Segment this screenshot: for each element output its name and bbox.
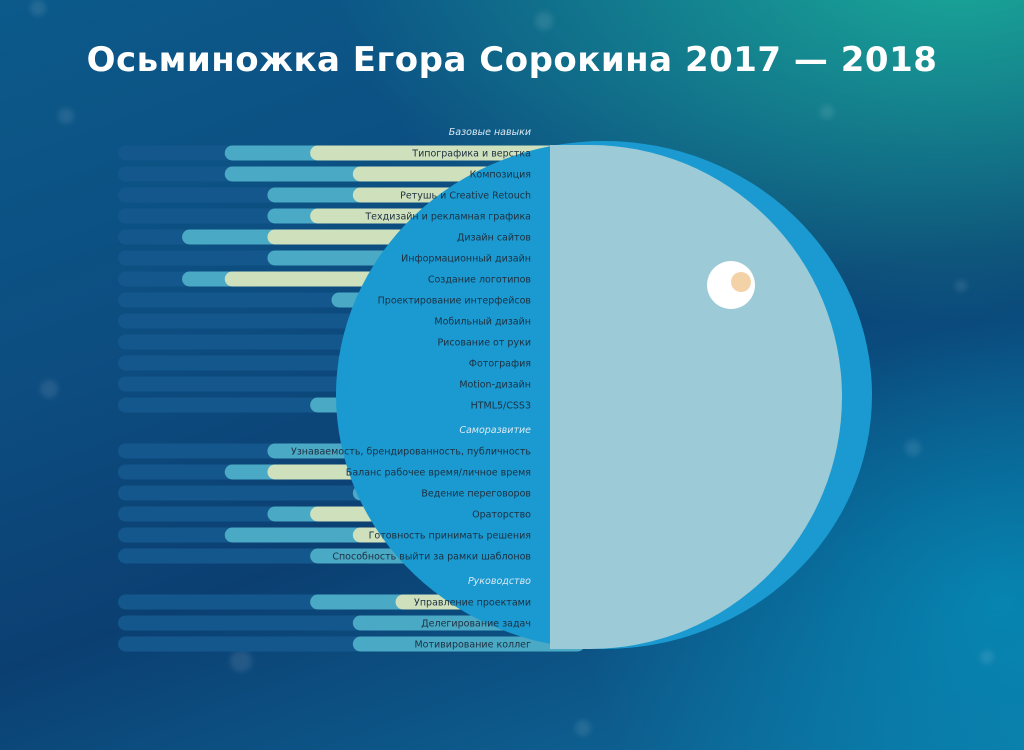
skill-label: Ретушь и Creative Retouch: [400, 191, 531, 202]
label-layer: Типографика и верстка Композиция Ретушь и …: [291, 149, 531, 651]
skill-label: Управление проектами: [414, 598, 531, 609]
skill-label: Баланс рабочее время/личное время: [346, 468, 531, 479]
octopus-head-body: [550, 145, 842, 649]
skill-label: Техдизайн и рекламная графика: [364, 212, 531, 223]
skill-label: Мобильный дизайн: [434, 317, 531, 328]
skill-label: Ведение переговоров: [421, 489, 531, 500]
skill-label: Готовность принимать решения: [369, 531, 531, 542]
skill-label: HTML5/CSS3: [471, 401, 531, 412]
skill-label: Способность выйти за рамки шаблонов: [332, 552, 531, 563]
section-layer: Базовые навыки Саморазвитие Руководство: [449, 127, 531, 587]
skill-label: Узнаваемость, брендированность, публично…: [291, 447, 531, 458]
outer-bar: [352, 636, 585, 652]
skill-label: Композиция: [470, 170, 531, 181]
octopus-pupil: [731, 272, 751, 292]
skill-label: Дизайн сайтов: [457, 233, 531, 244]
octopus-head: [336, 141, 872, 649]
skill-label: Создание логотипов: [428, 275, 532, 286]
skill-label: Проектирование интерфейсов: [378, 296, 532, 307]
section-title: Саморазвитие: [459, 425, 531, 436]
skill-label: Рисование от руки: [437, 338, 531, 349]
page-title: Осьминожка Егора Сорокина 2017 — 2018: [86, 40, 938, 80]
skill-label: Типографика и верстка: [411, 149, 531, 160]
section-title: Руководство: [468, 576, 531, 587]
skill-label: Делегирование задач: [421, 619, 531, 630]
skill-label: Мотивирование коллег: [414, 640, 531, 651]
skill-label: Motion-дизайн: [459, 380, 531, 391]
skill-label: Информационный дизайн: [401, 254, 531, 265]
section-title: Базовые навыки: [449, 127, 531, 138]
skill-label: Фотография: [469, 359, 531, 370]
skill-label: Ораторство: [472, 510, 531, 521]
